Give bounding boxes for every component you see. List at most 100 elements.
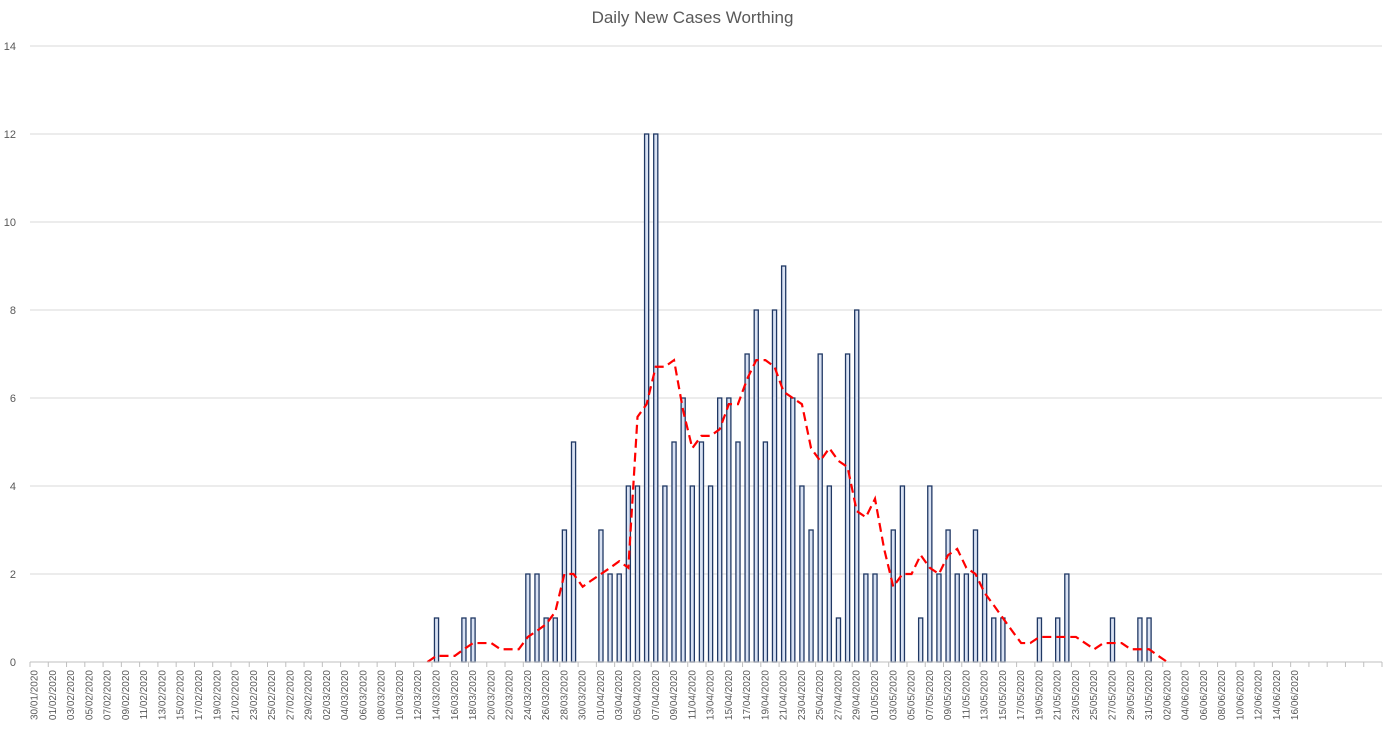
bar xyxy=(863,573,869,663)
bar xyxy=(899,485,906,663)
bar xyxy=(552,617,558,663)
x-tick-label: 27/04/2020 xyxy=(833,670,844,720)
bar xyxy=(662,485,668,663)
x-tick-label: 09/04/2020 xyxy=(669,670,680,720)
x-tick-label: 14/03/2020 xyxy=(432,670,443,720)
x-tick-label: 23/02/2020 xyxy=(249,670,260,720)
x-tick-label: 30/01/2020 xyxy=(30,670,41,720)
x-tick-label: 15/04/2020 xyxy=(724,670,735,720)
x-tick-label: 04/06/2020 xyxy=(1181,670,1192,720)
x-tick-label: 08/06/2020 xyxy=(1217,670,1228,720)
bar xyxy=(771,309,778,663)
bar xyxy=(744,353,750,663)
bar xyxy=(954,573,960,663)
x-tick-label: 19/05/2020 xyxy=(1034,670,1045,720)
x-tick-label: 05/05/2020 xyxy=(907,670,918,720)
bar xyxy=(927,485,933,663)
y-tick-label: 0 xyxy=(10,657,16,669)
x-tick-label: 15/05/2020 xyxy=(998,670,1009,720)
x-tick-label: 05/04/2020 xyxy=(632,670,643,720)
bar xyxy=(963,573,970,663)
x-tick-label: 11/04/2020 xyxy=(687,670,698,720)
bar xyxy=(1064,573,1070,663)
bar xyxy=(790,397,796,663)
x-tick-label: 10/06/2020 xyxy=(1235,670,1246,720)
x-tick-label: 19/02/2020 xyxy=(212,670,223,720)
bar xyxy=(826,485,833,663)
bar xyxy=(534,573,540,663)
bar xyxy=(598,529,604,663)
x-tick-label: 19/04/2020 xyxy=(760,670,771,720)
x-tick-label: 16/06/2020 xyxy=(1290,670,1301,720)
x-tick-label: 05/02/2020 xyxy=(84,670,95,720)
x-tick-label: 17/02/2020 xyxy=(194,670,205,720)
x-tick-label: 27/05/2020 xyxy=(1108,670,1119,720)
chart-title: Daily New Cases Worthing xyxy=(591,8,794,27)
bar xyxy=(890,529,896,663)
x-tick-label: 29/02/2020 xyxy=(304,670,315,720)
x-axis xyxy=(29,661,1383,667)
bar xyxy=(936,573,942,663)
bar xyxy=(625,485,632,663)
x-tick-label: 26/03/2020 xyxy=(541,670,552,720)
x-tick-label: 09/05/2020 xyxy=(943,670,954,720)
bar xyxy=(780,265,787,663)
bar xyxy=(433,617,440,663)
y-tick-label: 8 xyxy=(10,305,16,317)
x-tick-label: 06/06/2020 xyxy=(1199,670,1210,720)
x-tick-label: 01/04/2020 xyxy=(596,670,607,720)
x-tick-label: 13/05/2020 xyxy=(980,670,991,720)
bar xyxy=(561,529,568,663)
bar xyxy=(844,353,851,663)
x-tick-label: 12/03/2020 xyxy=(413,670,424,720)
x-tick-label: 04/03/2020 xyxy=(340,670,351,720)
bar xyxy=(698,441,705,663)
x-tick-label: 17/04/2020 xyxy=(742,670,753,720)
x-tick-label: 11/02/2020 xyxy=(139,670,150,720)
x-tick-label: 17/05/2020 xyxy=(1016,670,1027,720)
x-tick-label: 29/04/2020 xyxy=(852,670,863,720)
x-tick-label: 07/02/2020 xyxy=(103,670,114,720)
x-tick-label: 10/03/2020 xyxy=(395,670,406,720)
y-tick-label: 2 xyxy=(10,569,16,581)
x-tick-label: 23/05/2020 xyxy=(1071,670,1082,720)
x-tick-label: 06/03/2020 xyxy=(358,670,369,720)
x-tick-label: 21/05/2020 xyxy=(1053,670,1064,720)
bar xyxy=(616,573,622,663)
bar xyxy=(917,617,924,663)
x-tick-label: 31/05/2020 xyxy=(1144,670,1155,720)
bar xyxy=(607,573,613,663)
bar xyxy=(643,133,650,663)
x-tick-label: 25/05/2020 xyxy=(1089,670,1100,720)
bar xyxy=(872,573,878,663)
x-tick-label: 03/02/2020 xyxy=(66,670,77,720)
y-tick-label: 4 xyxy=(10,481,16,493)
bar xyxy=(543,617,549,663)
bar xyxy=(461,617,467,663)
y-tick-label: 6 xyxy=(10,393,16,405)
bar xyxy=(981,573,988,663)
gridlines xyxy=(30,45,1382,575)
x-tick-label: 12/06/2020 xyxy=(1254,670,1265,720)
x-tick-label: 02/03/2020 xyxy=(322,670,333,720)
bar xyxy=(854,309,860,663)
bar xyxy=(470,617,476,663)
x-tick-label: 02/06/2020 xyxy=(1162,670,1173,720)
x-tick-label: 20/03/2020 xyxy=(486,670,497,720)
x-tick-label: 21/04/2020 xyxy=(779,670,790,720)
x-tick-label: 01/05/2020 xyxy=(870,670,881,720)
x-tick-label: 16/03/2020 xyxy=(450,670,461,720)
bar xyxy=(991,617,997,663)
x-tick-label: 09/02/2020 xyxy=(121,670,132,720)
x-tick-label: 07/05/2020 xyxy=(925,670,936,720)
x-tick-label: 15/02/2020 xyxy=(176,670,187,720)
x-tick-label: 13/04/2020 xyxy=(706,670,717,720)
bar xyxy=(799,485,805,663)
x-tick-label: 11/05/2020 xyxy=(961,670,972,720)
bar xyxy=(1054,617,1061,663)
x-tick-label: 08/03/2020 xyxy=(377,670,388,720)
y-tick-label: 14 xyxy=(4,41,16,53)
bar xyxy=(525,573,531,663)
